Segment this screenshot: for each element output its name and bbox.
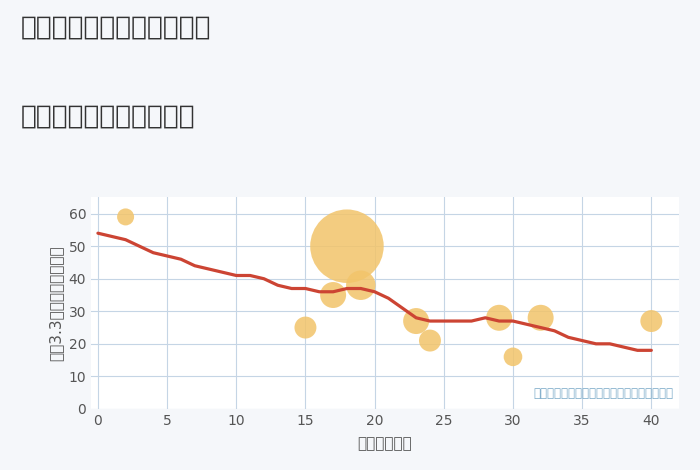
Point: [535, 314, 546, 321]
Point: [508, 353, 519, 360]
Point: [120, 213, 131, 221]
Y-axis label: 坪（3.3㎡）単価（万円）: 坪（3.3㎡）単価（万円）: [48, 245, 63, 361]
Point: [300, 324, 311, 331]
Point: [355, 282, 366, 289]
Point: [410, 317, 421, 325]
Point: [424, 337, 435, 345]
Text: 大阪府寝屋川市太間東町の: 大阪府寝屋川市太間東町の: [21, 14, 211, 40]
X-axis label: 築年数（年）: 築年数（年）: [358, 436, 412, 451]
Point: [328, 291, 339, 299]
Point: [645, 317, 657, 325]
Point: [342, 243, 353, 250]
Text: 築年数別中古戸建て価格: 築年数別中古戸建て価格: [21, 103, 195, 129]
Point: [494, 314, 505, 321]
Text: 円の大きさは、取引のあった物件面積を示す: 円の大きさは、取引のあった物件面積を示す: [533, 387, 673, 400]
